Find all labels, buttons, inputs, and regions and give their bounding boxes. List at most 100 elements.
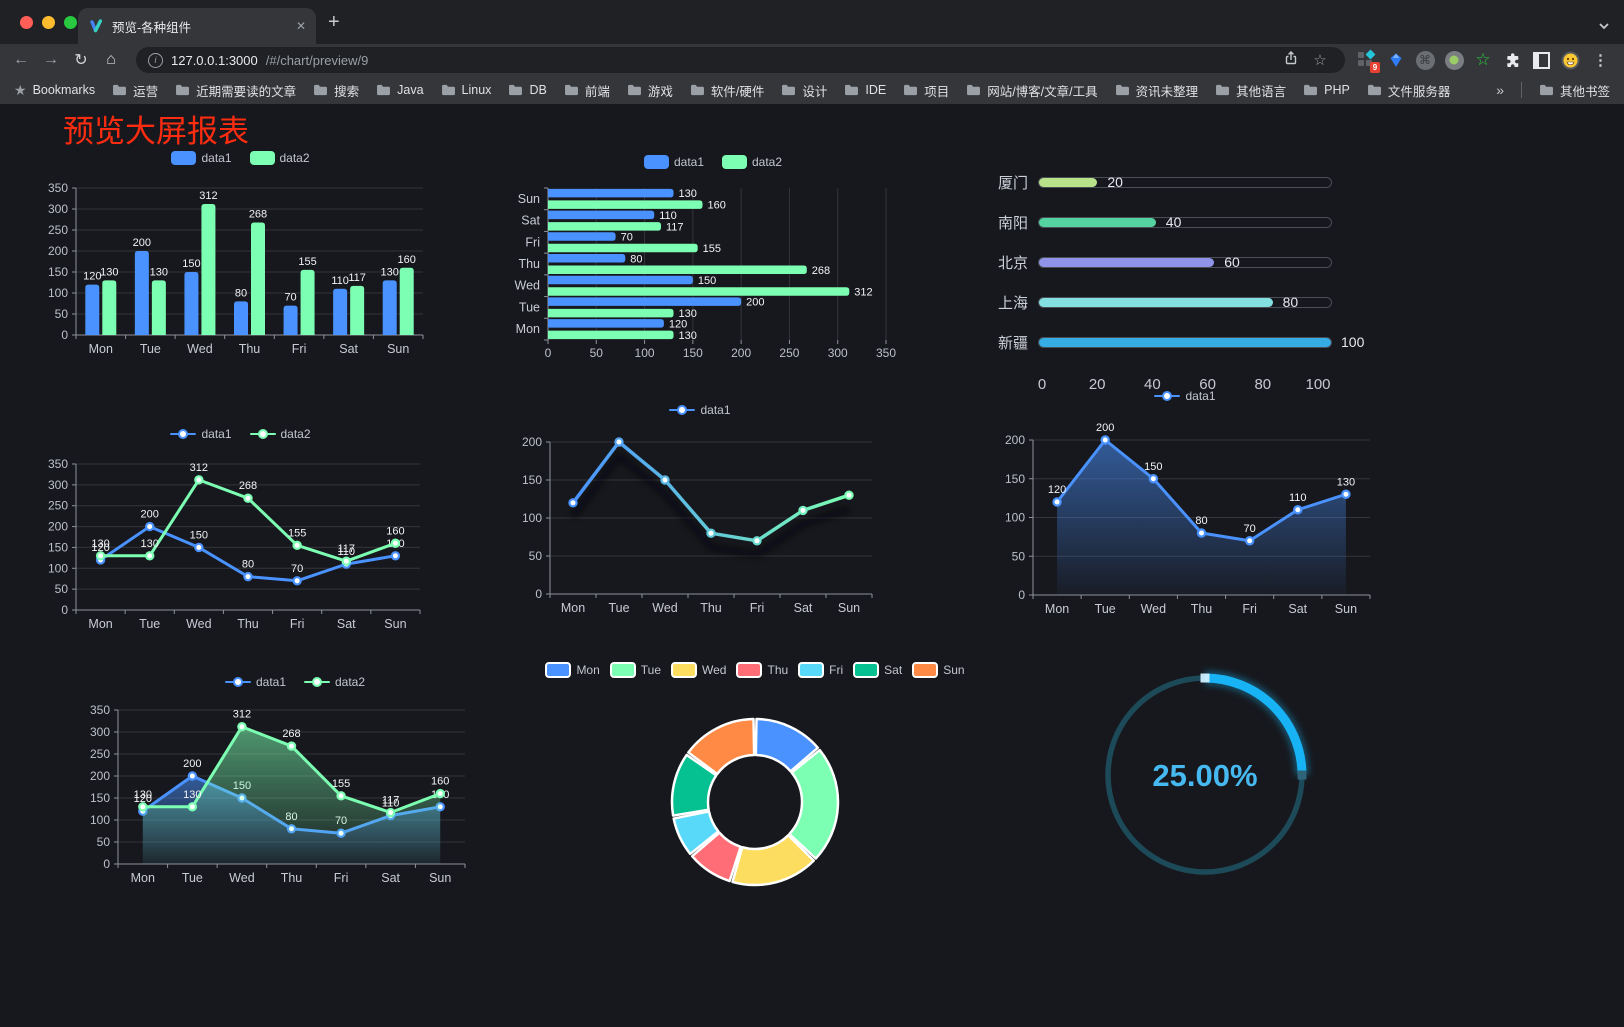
bookmark-star-icon[interactable]: ☆ (1313, 52, 1327, 69)
bookmark-folder[interactable]: 近期需要读的文章 (175, 81, 296, 100)
bookmark-folder[interactable]: 运营 (112, 81, 158, 100)
bookmark-folder[interactable]: DB (508, 83, 547, 97)
legend-label: Thu (767, 663, 789, 677)
tab-strip-chevron-icon[interactable] (1598, 17, 1610, 35)
close-window-button[interactable] (20, 16, 33, 29)
progress-track[interactable]: 80 (1038, 294, 1332, 310)
legend-item-data2[interactable]: data2 (249, 427, 311, 441)
chart-canvas[interactable]: 0 50 100 150 200 250 300 350 Mon Tue Wed Thu Fri Sat S… (85, 698, 505, 888)
progress-track[interactable]: 20 (1038, 174, 1332, 190)
chart-plot[interactable] (535, 712, 975, 892)
browser-tab[interactable]: 预览-各种组件 ✕ (78, 8, 316, 44)
reload-button[interactable]: ↻ (74, 52, 88, 69)
extension-gem-icon[interactable] (1386, 50, 1406, 70)
extension-emoji-icon[interactable] (1560, 50, 1580, 70)
svg-text:Mon: Mon (131, 871, 155, 885)
bookmarks-overflow-chevron[interactable]: » (1496, 82, 1504, 98)
bookmark-folder[interactable]: 前端 (564, 81, 610, 100)
svg-text:110: 110 (382, 798, 400, 810)
chart-canvas[interactable] (535, 712, 975, 892)
chart-plot[interactable]: 厦门 20 南阳 40 北京 60 上海 80 新疆 100 0 20 40 60 80 100 (980, 162, 1380, 396)
url-bar[interactable]: i 127.0.0.1:3000 /#/chart/preview/9 ☆ (136, 47, 1345, 73)
svg-text:250: 250 (90, 747, 110, 761)
svg-text:200: 200 (133, 237, 151, 249)
progress-label: 南阳 (997, 214, 1028, 232)
folder-icon (967, 84, 981, 96)
chart-plot[interactable]: 0 50 100 150 200 Mon Tue Wed Thu Fri Sat Sun (500, 426, 900, 618)
home-button[interactable]: ⌂ (106, 51, 116, 68)
extension-grid-icon[interactable]: 9 (1357, 49, 1380, 73)
bookmark-folder[interactable]: 软件/硬件 (690, 81, 764, 100)
extension-dot-icon[interactable] (1444, 50, 1464, 70)
progress-track[interactable]: 60 (1038, 254, 1332, 270)
chart-canvas[interactable]: 0 50 100 150 200 250 300 350 Mon Tue Wed Thu Fri Sat S… (498, 178, 928, 373)
extensions-puzzle-icon[interactable] (1502, 50, 1522, 70)
browser-menu-icon[interactable]: ⋮ (1593, 52, 1608, 69)
legend-item-data2[interactable]: data2 (722, 155, 782, 169)
svg-text:150: 150 (1005, 472, 1025, 486)
svg-text:50: 50 (590, 346, 604, 360)
tab-close-icon[interactable]: ✕ (295, 19, 306, 33)
svg-text:268: 268 (282, 728, 300, 740)
legend-item-Mon[interactable]: Mon (545, 662, 600, 678)
forward-button[interactable]: → (43, 51, 59, 68)
folder-icon (1115, 84, 1129, 96)
legend-item-Thu[interactable]: Thu (736, 662, 788, 678)
legend-item-data1[interactable]: data1 (1154, 389, 1216, 403)
extension-command-icon[interactable]: ⌘ (1415, 50, 1435, 70)
legend-item-data1[interactable]: data1 (170, 427, 232, 441)
back-button[interactable]: ← (13, 51, 29, 68)
bookmarks-manager[interactable]: ★ Bookmarks (14, 82, 95, 99)
chart-canvas[interactable]: 0 50 100 150 200 250 300 350 Mon Tue Wed Thu Fri Sat S… (28, 450, 453, 636)
legend-item-Fri[interactable]: Fri (798, 662, 843, 678)
legend-item-data1[interactable]: data1 (171, 151, 232, 165)
chart-plot[interactable]: 0 50 100 150 200 250 300 350 Mon Tue Wed Thu Fri Sat S… (85, 698, 505, 888)
chart-canvas[interactable]: 0 50 100 150 200 250 300 350 Mon Tue Wed Thu Fri Sat S… (28, 174, 453, 362)
chart-plot[interactable]: 0 50 100 150 200 250 300 350 Mon Tue Wed Thu Fri Sat S… (498, 178, 928, 373)
bookmark-folder[interactable]: Linux (441, 83, 491, 97)
legend-item-data1[interactable]: data1 (643, 155, 704, 169)
legend-item-Sat[interactable]: Sat (853, 662, 902, 678)
svg-text:Wed: Wed (229, 871, 255, 885)
legend-item-Wed[interactable]: Wed (671, 662, 726, 678)
chart-canvas[interactable]: 0 50 100 150 200 Mon Tue Wed Thu Fri Sat Sun 120 200 1… (985, 412, 1385, 618)
chart-plot[interactable]: 0 50 100 150 200 250 300 350 Mon Tue Wed Thu Fri Sat S… (28, 174, 453, 362)
bookmark-folder[interactable]: IDE (844, 83, 886, 97)
chart-plot[interactable]: 25.00% (1100, 670, 1310, 880)
other-bookmarks[interactable]: 其他书签 (1539, 81, 1610, 100)
bookmark-folder[interactable]: 网站/博客/文章/工具 (966, 81, 1098, 100)
new-tab-button[interactable]: + (328, 11, 340, 33)
chart-plot[interactable]: 0 50 100 150 200 250 300 350 Mon Tue Wed Thu Fri Sat S… (28, 450, 453, 636)
bookmark-folder[interactable]: 游戏 (627, 81, 673, 100)
svg-text:130: 130 (381, 266, 399, 278)
extension-star-icon[interactable]: ☆ (1475, 50, 1491, 69)
site-info-icon[interactable]: i (148, 52, 163, 68)
progress-track[interactable]: 100 (1038, 334, 1364, 350)
chart-canvas[interactable]: 0 50 100 150 200 Mon Tue Wed Thu Fri Sat Sun (500, 426, 900, 618)
progress-track[interactable]: 40 (1038, 214, 1332, 230)
share-icon[interactable] (1283, 50, 1299, 71)
bookmark-folder[interactable]: PHP (1303, 83, 1350, 97)
legend-item-data1[interactable]: data1 (669, 403, 731, 417)
legend-item-Sun[interactable]: Sun (912, 662, 965, 678)
other-bookmarks-label: 其他书签 (1559, 84, 1610, 99)
legend-item-data1[interactable]: data1 (224, 675, 286, 689)
legend-item-Tue[interactable]: Tue (609, 662, 661, 678)
bookmark-label: 文件服务器 (1387, 84, 1451, 99)
bookmark-folder[interactable]: 设计 (781, 81, 827, 100)
legend-item-data2[interactable]: data2 (304, 675, 365, 689)
bookmark-folder[interactable]: 资讯未整理 (1115, 81, 1198, 100)
minimize-window-button[interactable] (42, 16, 55, 29)
maximize-window-button[interactable] (64, 16, 77, 29)
bookmark-folder[interactable]: 搜索 (313, 81, 359, 100)
legend-item-data2[interactable]: data2 (249, 151, 310, 165)
chart-plot[interactable]: 0 50 100 150 200 Mon Tue Wed Thu Fri Sat Sun 120 200 1… (985, 412, 1385, 618)
bookmark-folder[interactable]: 文件服务器 (1367, 81, 1451, 100)
chart-canvas[interactable]: 25.00% (1100, 670, 1310, 880)
bookmark-folder[interactable]: 项目 (903, 81, 949, 100)
bookmark-folder[interactable]: 其他语言 (1215, 81, 1286, 100)
bookmark-folder[interactable]: Java (376, 83, 424, 97)
svg-text:Wed: Wed (515, 279, 541, 293)
svg-text:160: 160 (386, 525, 404, 537)
extension-sidebar-icon[interactable] (1531, 50, 1551, 70)
